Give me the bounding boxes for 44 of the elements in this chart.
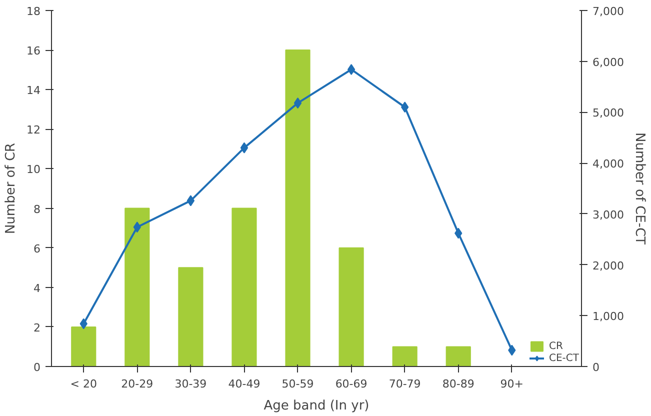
y-tick-label: 16 bbox=[26, 44, 41, 58]
bar bbox=[178, 267, 204, 366]
y-tick-label: 6 bbox=[34, 242, 40, 256]
x-tick-label: < 20 bbox=[70, 378, 97, 390]
y-tick-label: 14 bbox=[26, 84, 41, 98]
legend-label: CR bbox=[549, 340, 564, 352]
bar bbox=[446, 346, 471, 366]
y2-tick-label: 4,000 bbox=[592, 158, 624, 171]
y2-tick-label: 6,000 bbox=[592, 56, 624, 69]
bar bbox=[124, 208, 150, 366]
x-tick-label: 30-39 bbox=[174, 378, 207, 390]
x-axis-title: Age band (In yr) bbox=[264, 398, 370, 414]
y-tick-label: 2 bbox=[34, 321, 40, 334]
legend-label: CE-CT bbox=[549, 352, 579, 364]
point bbox=[294, 98, 302, 109]
y2-tick-label: 2,000 bbox=[592, 259, 624, 272]
y-tick-label: 8 bbox=[34, 202, 40, 216]
y-tick-label: 12 bbox=[26, 124, 41, 137]
y-axis-title: Number of CR bbox=[4, 142, 19, 234]
y2-tick-label: 3,000 bbox=[592, 208, 624, 222]
y2-tick-label: 1,000 bbox=[592, 310, 624, 324]
bar bbox=[285, 50, 310, 366]
point bbox=[240, 142, 248, 154]
bar bbox=[232, 208, 257, 366]
x-tick-label: 60-69 bbox=[335, 378, 368, 390]
y2-tick-label: 0 bbox=[592, 361, 600, 374]
y-tick-label: 10 bbox=[26, 163, 41, 176]
bar bbox=[392, 346, 418, 366]
y-tick-label: 0 bbox=[34, 361, 40, 374]
x-tick-label: 80-89 bbox=[442, 378, 474, 390]
x-tick-label: 90+ bbox=[500, 378, 524, 390]
point bbox=[186, 195, 195, 206]
bar bbox=[338, 247, 364, 366]
y-tick-label: 18 bbox=[26, 5, 41, 18]
x-tick-label: 40-49 bbox=[228, 378, 260, 390]
x-tick-label: 50-59 bbox=[282, 378, 314, 390]
y2-axis-title: Number of CE-CT bbox=[632, 132, 647, 245]
x-tick-label: 20-29 bbox=[121, 378, 154, 390]
y-tick-label: 4 bbox=[34, 282, 40, 295]
bar bbox=[71, 326, 96, 366]
point bbox=[347, 64, 356, 75]
y2-tick-label: 5,000 bbox=[592, 106, 624, 120]
y2-tick-label: 7,000 bbox=[592, 5, 624, 18]
x-tick-label: 70-79 bbox=[388, 378, 421, 390]
